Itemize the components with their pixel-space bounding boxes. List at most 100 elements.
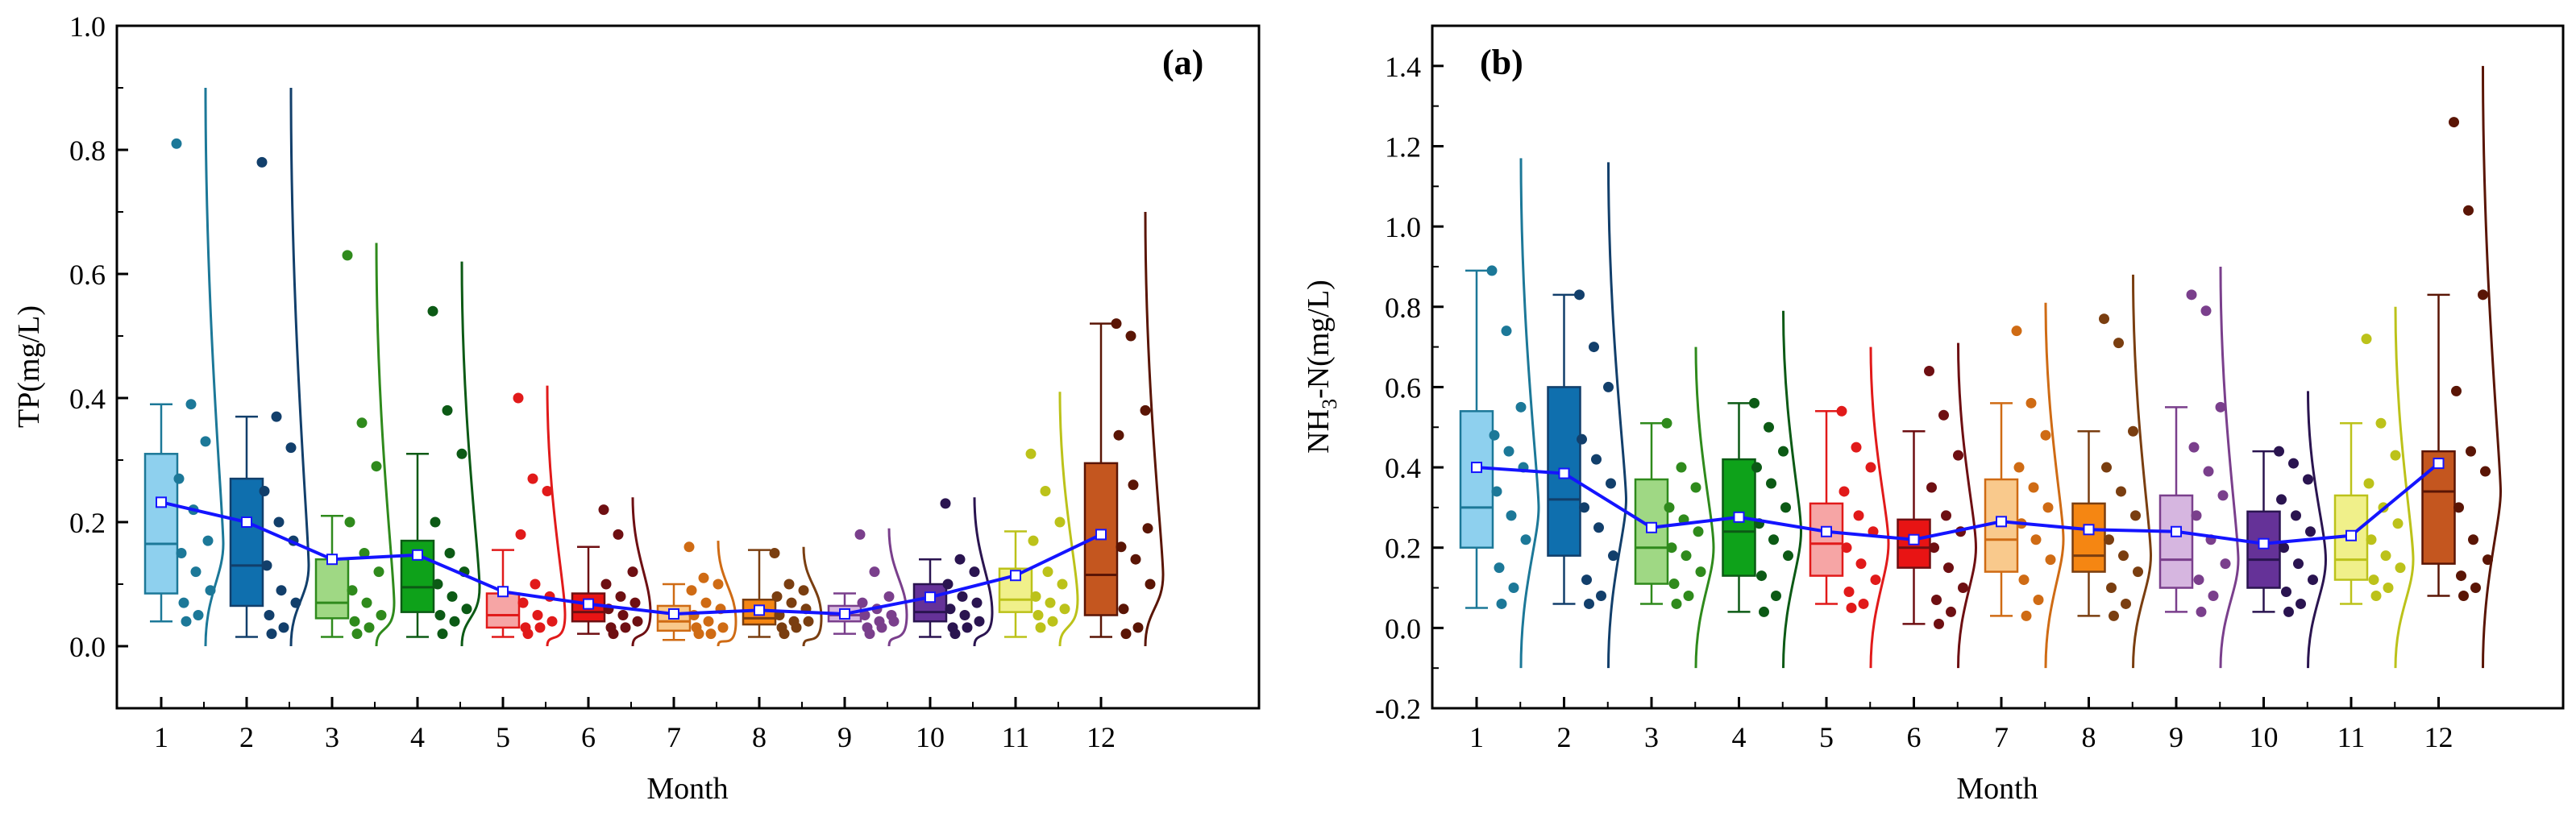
month-4-data-point xyxy=(1751,462,1762,473)
month-1-data-point xyxy=(205,585,216,596)
month-5-group xyxy=(1809,346,1890,669)
y-tick-label: 0.8 xyxy=(1385,292,1421,324)
month-12-data-point xyxy=(1132,622,1144,633)
month-5-box xyxy=(485,592,521,629)
month-12-data-point xyxy=(2468,534,2478,545)
month-1-data-point xyxy=(1501,326,1512,337)
month-11-data-point xyxy=(1030,591,1041,602)
panel-a-plot-frame xyxy=(115,24,1261,710)
month-6-distribution-curve xyxy=(631,497,652,647)
month-7-data-point xyxy=(2030,534,2042,545)
month-8-group xyxy=(742,546,823,647)
mean-marker-month-7 xyxy=(1996,516,2007,528)
panel-b-x-axis-title: Month xyxy=(1956,772,2038,806)
month-3-group xyxy=(314,243,396,647)
panel-a-label: (a) xyxy=(1162,43,1203,82)
y-tick-label: 0.6 xyxy=(1385,371,1421,404)
month-2-data-point xyxy=(1603,381,1614,392)
month-1-data-point xyxy=(1506,510,1517,521)
month-1-data-point xyxy=(200,436,211,447)
x-tick-label: 3 xyxy=(325,721,339,753)
month-8-distribution-curve xyxy=(2132,274,2153,669)
month-1-data-point xyxy=(1491,486,1502,497)
month-6-data-point xyxy=(615,591,626,602)
month-7-data-point xyxy=(2011,326,2022,337)
month-2-data-point xyxy=(278,622,289,633)
month-4-data-point xyxy=(430,516,441,528)
month-4-distribution-curve xyxy=(1782,310,1803,669)
month-7-data-point xyxy=(2028,482,2039,493)
month-1-box xyxy=(143,453,179,595)
month-12-data-point xyxy=(2453,502,2464,513)
month-3-distribution-curve xyxy=(1694,346,1715,669)
month-7-data-point xyxy=(703,616,714,627)
month-8-data-point xyxy=(779,628,790,640)
month-7-data-point xyxy=(700,597,712,608)
month-1-data-point xyxy=(181,616,192,627)
month-12-data-point xyxy=(2458,590,2469,601)
month-3-data-point xyxy=(351,628,363,640)
month-10-data-point xyxy=(942,579,954,590)
month-10-group xyxy=(2246,391,2328,669)
month-7-data-point xyxy=(2033,594,2044,605)
month-3-data-point xyxy=(356,417,368,429)
month-8-data-point xyxy=(769,548,780,558)
month-9-box xyxy=(2158,494,2194,589)
y-tick-label: 1.2 xyxy=(1385,131,1421,163)
panel-a: 0.00.20.40.60.81.01 2 3 4 5 6 7 8 9 10 11 12 (a) Mo… xyxy=(12,10,1261,806)
y-tick-label: 0.2 xyxy=(69,507,106,539)
panel-b-label: (b) xyxy=(1480,43,1523,82)
month-8-data-point xyxy=(2116,486,2126,497)
month-3-box xyxy=(1634,478,1669,585)
month-4-data-point xyxy=(1756,570,1767,582)
month-11-data-point xyxy=(2383,583,2394,594)
month-10-data-point xyxy=(2283,606,2294,617)
month-11-data-point xyxy=(2368,574,2379,586)
month-11-data-point xyxy=(1045,597,1056,608)
y-tick-label: 1.0 xyxy=(69,10,106,43)
month-7-data-point xyxy=(683,541,695,553)
month-4-data-point xyxy=(434,610,446,620)
month-1-data-point xyxy=(178,597,189,608)
mean-marker-month-8 xyxy=(2083,524,2095,536)
month-2-data-point xyxy=(290,597,301,608)
month-11-group xyxy=(998,392,1079,647)
y-tick-label: 0.4 xyxy=(69,383,106,415)
x-tick-label: 12 xyxy=(2424,721,2453,753)
y-tick-label: 1.4 xyxy=(1385,51,1421,83)
month-5-distribution-curve xyxy=(1869,346,1890,669)
month-8-data-point xyxy=(2121,598,2131,609)
mean-marker-month-5 xyxy=(497,586,509,598)
month-5-data-point xyxy=(513,392,524,404)
month-11-data-point xyxy=(1057,579,1068,590)
month-9-data-point xyxy=(2188,442,2200,453)
month-4-data-point xyxy=(1768,534,1779,545)
month-9-data-point xyxy=(2215,401,2226,413)
month-10-data-point xyxy=(2303,474,2313,485)
month-10-data-point xyxy=(2279,542,2289,554)
month-2-data-point xyxy=(266,628,277,640)
y-tick-label: -0.2 xyxy=(1375,693,1421,725)
month-11-data-point xyxy=(2380,550,2391,562)
month-7-data-point xyxy=(717,622,729,633)
month-6-data-point xyxy=(627,566,638,578)
month-2-data-point xyxy=(1574,289,1585,301)
mean-marker-month-4 xyxy=(1733,511,1745,523)
panel-a-ticks: 0.00.20.40.60.81.01 2 3 4 5 6 7 8 9 10 11 12 xyxy=(69,10,1116,753)
month-2-distribution-curve xyxy=(1607,162,1628,669)
mean-marker-month-8 xyxy=(754,604,765,616)
month-2-data-point xyxy=(1581,574,1592,586)
month-4-data-point xyxy=(1778,446,1789,457)
month-3-data-point xyxy=(1690,482,1701,493)
month-1-data-point xyxy=(171,138,182,149)
month-8-data-point xyxy=(798,585,809,596)
month-6-data-point xyxy=(617,610,629,620)
month-11-data-point xyxy=(2363,478,2374,489)
month-12-data-point xyxy=(1140,404,1151,416)
month-10-data-point xyxy=(2281,587,2291,598)
mean-marker-month-3 xyxy=(1646,521,1657,533)
month-5-group xyxy=(485,385,567,647)
month-8-group xyxy=(2071,274,2153,669)
month-12-data-point xyxy=(2480,466,2491,477)
month-12-data-point xyxy=(1145,579,1156,590)
